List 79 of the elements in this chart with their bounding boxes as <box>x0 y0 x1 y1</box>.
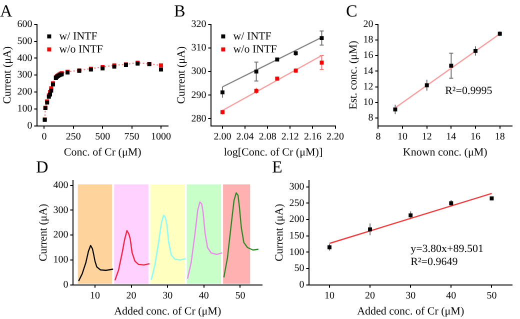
chart-title: A <box>0 2 13 21</box>
y-tick-label: 290 <box>191 90 206 101</box>
legend-label: w/ INTF <box>59 30 98 42</box>
x-tick-label: 30 <box>406 290 416 302</box>
y-tick-label: 300 <box>53 204 68 216</box>
y-tick-label: 100 <box>289 246 304 258</box>
y-axis-title: Est. conc. (μM) <box>347 40 360 110</box>
x-tick-label: 14 <box>446 131 456 142</box>
x-tick-label: 50 <box>235 290 246 302</box>
legend-label: w/ INTF <box>233 30 272 42</box>
x-tick-label: 2.08 <box>258 131 276 142</box>
chart-title: B <box>174 2 186 21</box>
x-tick-label: 8 <box>376 131 381 142</box>
x-tick-label: 12 <box>422 131 432 142</box>
y-tick-label: 310 <box>191 42 206 54</box>
y-tick-label: 100 <box>17 104 32 115</box>
y-tick-label: 280 <box>191 113 206 124</box>
x-tick-label: 20 <box>126 290 136 302</box>
x-tick-label: 50 <box>486 290 497 302</box>
annotation: y=3.80x+89.501 <box>410 243 484 256</box>
x-tick-label: 2.16 <box>304 131 322 142</box>
chart-title: D <box>36 158 48 177</box>
y-tick-label: 100 <box>53 254 68 266</box>
chart-title: E <box>272 158 282 177</box>
x-tick-label: 2.20 <box>326 131 344 142</box>
x-axis-title: log[Conc. of Cr (μM)] <box>224 146 323 158</box>
x-axis-title: Known conc. (μM) <box>402 146 488 158</box>
y-tick-label: 20 <box>363 19 374 30</box>
y-tick-label: 14 <box>363 66 374 77</box>
legend-label: w/o INTF <box>233 43 277 56</box>
y-axis-title: Current (μA) <box>1 46 14 104</box>
y-tick-label: 300 <box>17 70 32 81</box>
y-tick-label: 500 <box>17 36 32 47</box>
x-tick-label: 1000 <box>150 131 171 142</box>
x-tick-label: 10 <box>398 131 408 142</box>
y-tick-label: 0 <box>299 279 304 290</box>
y-tick-label: 18 <box>363 34 374 46</box>
x-tick-label: 500 <box>95 131 110 142</box>
y-tick-label: 50 <box>294 263 304 274</box>
x-tick-label: 10 <box>90 290 100 302</box>
y-tick-label: 400 <box>53 180 68 191</box>
y-tick-label: 400 <box>17 52 32 64</box>
y-tick-label: 200 <box>17 86 32 98</box>
x-tick-label: 40 <box>446 290 456 302</box>
annotation: R²=0.9649 <box>410 256 458 268</box>
y-tick-label: 16 <box>363 50 374 62</box>
y-tick-label: 150 <box>289 230 304 242</box>
y-axis-title: Current (μA) <box>175 46 188 104</box>
x-tick-label: 18 <box>494 131 505 142</box>
y-tick-label: 12 <box>363 81 374 92</box>
x-axis-title: Added conc. of Cr (μM) <box>357 305 464 318</box>
x-tick-label: 2.04 <box>236 131 254 142</box>
x-tick-label: 0 <box>42 131 47 142</box>
y-tick-label: 200 <box>289 214 304 226</box>
x-tick-label: 10 <box>324 290 334 302</box>
y-axis-title: Current (μA) <box>273 204 286 262</box>
y-tick-label: 0 <box>27 120 32 132</box>
x-tick-label: 16 <box>470 131 481 142</box>
y-tick-label: 200 <box>53 230 68 241</box>
y-tick-label: 300 <box>289 182 304 193</box>
x-tick-label: 2.12 <box>281 131 299 142</box>
annotation: R²=0.9995 <box>445 85 493 98</box>
y-tick-label: 320 <box>191 19 206 30</box>
x-tick-label: 30 <box>162 290 173 302</box>
x-axis-title: Conc. of Cr (μM) <box>64 146 142 158</box>
y-tick-label: 600 <box>17 19 32 30</box>
chart-title: C <box>346 2 358 21</box>
y-tick-label: 10 <box>363 97 374 108</box>
x-axis-title: Added conc. of Cr (μM) <box>114 305 222 318</box>
x-tick-label: 750 <box>124 131 140 142</box>
x-tick-label: 40 <box>198 290 209 302</box>
y-axis-title: Current (μA) <box>37 204 50 262</box>
x-tick-label: 2.00 <box>214 131 232 142</box>
legend-label: w/o INTF <box>59 43 103 56</box>
y-tick-label: 250 <box>289 198 304 209</box>
y-tick-label: 8 <box>368 112 374 124</box>
y-tick-label: 0 <box>63 279 68 290</box>
y-tick-label: 300 <box>191 66 206 78</box>
x-tick-label: 250 <box>66 131 81 142</box>
